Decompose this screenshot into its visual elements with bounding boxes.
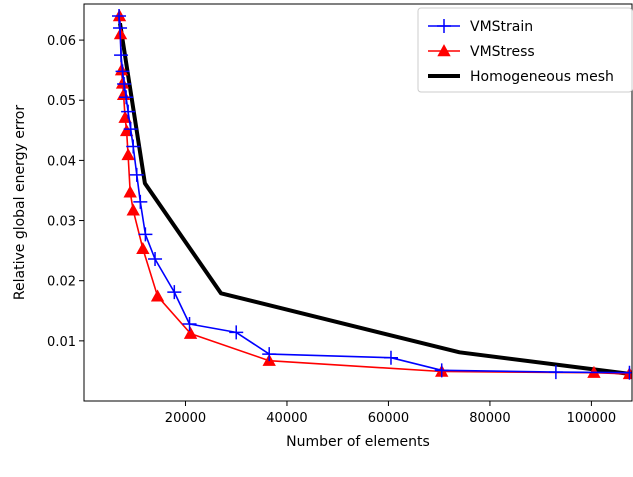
y-axis-label: Relative global energy error [12, 105, 28, 300]
data-point [113, 21, 128, 36]
plot-frame [83, 3, 633, 402]
x-tick-label: 20000 [165, 411, 206, 426]
data-point [119, 124, 134, 137]
data-point [548, 365, 563, 380]
series-line [118, 22, 630, 376]
y-tick-label: 0.04 [47, 154, 76, 169]
y-tick-label: 0.02 [47, 275, 76, 290]
legend-box [417, 7, 633, 93]
x-tick-label: 80000 [469, 411, 510, 426]
data-point [383, 350, 398, 365]
x-tick-label: 100000 [567, 411, 617, 426]
data-point [121, 148, 135, 161]
legend-item: Homogeneous mesh [428, 69, 614, 85]
data-point [129, 167, 144, 182]
legend-label: VMStress [470, 44, 535, 60]
legend-item: VMStress [428, 44, 535, 60]
legend-marker [437, 19, 451, 33]
data-point [121, 104, 136, 119]
data-point [133, 194, 148, 209]
plot-area [112, 9, 632, 380]
legend-item: VMStrain [428, 19, 533, 35]
series-vmstrain [112, 9, 632, 380]
series-group [112, 9, 632, 380]
data-point [182, 317, 197, 332]
legend-marker [437, 44, 451, 57]
data-point [119, 90, 134, 105]
series-homogeneous-mesh [118, 22, 630, 376]
data-point [114, 48, 129, 63]
data-point [112, 9, 127, 24]
data-point [126, 139, 141, 154]
x-tick-label: 40000 [266, 411, 307, 426]
data-point [123, 122, 138, 137]
legend: VMStrain VMStress Homogeneous mesh [417, 7, 633, 93]
data-point [183, 326, 198, 339]
data-point [115, 76, 130, 89]
legend-label: Homogeneous mesh [470, 69, 614, 85]
data-point [148, 252, 163, 267]
data-point [136, 241, 150, 255]
data-point [167, 285, 182, 300]
data-point [262, 347, 277, 362]
data-point [123, 185, 137, 198]
series-vmstress [112, 9, 632, 380]
data-point [150, 289, 165, 302]
data-point [229, 325, 244, 340]
data-point [114, 63, 129, 76]
axes: 20000 40000 60000 80000 100000 0.01 0.02 0.03 0.… [47, 3, 633, 426]
legend-label: VMStrain [470, 19, 533, 35]
data-point [622, 365, 632, 380]
data-point [117, 77, 132, 92]
y-tick-label: 0.03 [47, 215, 76, 230]
y-tick-label: 0.06 [47, 34, 76, 49]
x-axis-label: Number of elements [286, 434, 430, 450]
y-tick-label: 0.05 [47, 94, 76, 109]
data-point [138, 227, 153, 242]
x-tick-label: 60000 [368, 411, 409, 426]
data-point [434, 363, 449, 378]
y-tick-label: 0.01 [47, 335, 76, 350]
data-point [115, 64, 130, 79]
data-point [126, 203, 140, 216]
